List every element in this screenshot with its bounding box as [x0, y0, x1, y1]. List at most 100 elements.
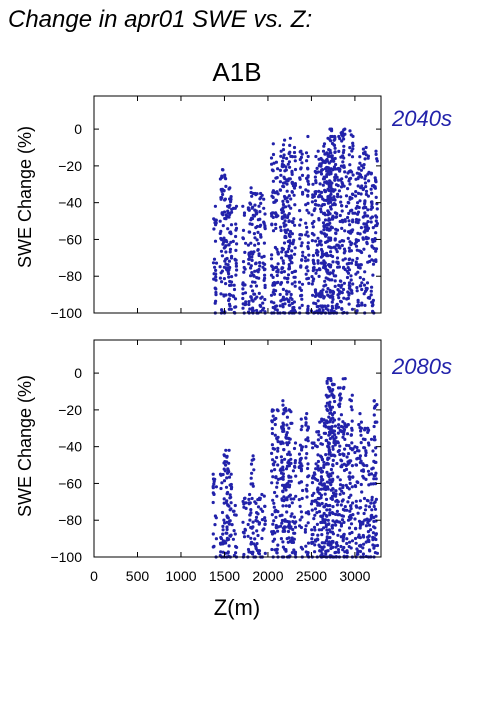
data-point [323, 492, 327, 496]
data-point [339, 200, 343, 204]
data-point [317, 468, 321, 472]
data-point [338, 279, 342, 283]
data-point [292, 308, 297, 312]
data-point [314, 467, 318, 471]
data-point [374, 149, 378, 153]
data-point [211, 484, 215, 489]
data-point [271, 275, 275, 279]
data-point [292, 515, 296, 519]
data-point [358, 266, 362, 270]
data-point [320, 533, 324, 537]
data-point [333, 156, 337, 161]
data-point [310, 541, 314, 546]
data-point [336, 441, 340, 445]
data-point [276, 280, 280, 284]
data-point [321, 547, 325, 551]
data-point [335, 461, 339, 466]
data-point [270, 443, 274, 447]
data-point [223, 460, 227, 464]
data-point [287, 485, 291, 489]
data-point [292, 537, 296, 541]
data-point [271, 179, 275, 183]
data-point [354, 217, 359, 222]
data-point [305, 452, 309, 456]
data-point [367, 179, 371, 183]
y-tick-label: 0 [74, 121, 82, 137]
data-point [337, 245, 341, 250]
data-point [281, 199, 285, 203]
data-point [212, 479, 216, 484]
data-point [227, 475, 232, 479]
data-point [329, 467, 333, 472]
data-point [331, 393, 335, 397]
data-point [334, 499, 338, 503]
data-point [338, 169, 342, 173]
data-point [304, 233, 308, 237]
data-point [369, 437, 374, 441]
data-point [360, 301, 364, 305]
data-point [274, 526, 278, 530]
data-point [286, 280, 290, 284]
data-point [341, 425, 345, 429]
data-point [251, 289, 255, 293]
data-point [349, 249, 353, 253]
data-point [300, 515, 304, 519]
data-point [250, 458, 254, 462]
data-point [331, 545, 335, 550]
data-point [321, 308, 325, 312]
data-point [350, 291, 354, 295]
data-point [219, 249, 224, 253]
data-point [330, 156, 334, 160]
data-point [278, 225, 283, 229]
data-point [313, 550, 317, 554]
data-point [298, 524, 302, 528]
data-point [290, 180, 294, 184]
data-point [357, 205, 361, 210]
data-point [343, 505, 347, 509]
data-point [325, 180, 329, 184]
data-point [286, 228, 290, 232]
data-point [346, 215, 350, 220]
data-point [263, 504, 267, 508]
data-point [335, 509, 339, 513]
data-point [326, 531, 330, 535]
data-point [331, 254, 335, 259]
data-point [334, 306, 338, 310]
data-point [298, 237, 302, 241]
data-point [346, 187, 350, 191]
data-point [260, 193, 264, 197]
data-point [313, 472, 317, 476]
data-point [311, 532, 315, 537]
data-point [364, 524, 368, 528]
data-point [337, 550, 341, 554]
data-point [366, 499, 370, 503]
data-point [335, 256, 340, 260]
data-point [347, 526, 352, 530]
data-point [362, 277, 366, 281]
data-point [286, 461, 290, 465]
data-point [289, 497, 293, 501]
data-point [348, 129, 352, 133]
data-point [229, 495, 233, 499]
data-point [276, 449, 280, 453]
data-point [229, 232, 233, 236]
data-point [273, 531, 277, 535]
data-point [331, 477, 335, 481]
data-point [306, 462, 310, 466]
data-point [324, 525, 328, 529]
data-point [374, 231, 378, 235]
data-point [328, 194, 332, 198]
data-point [331, 292, 335, 296]
data-point [311, 441, 315, 445]
data-point [346, 452, 351, 456]
data-point [225, 492, 229, 496]
data-point [342, 491, 346, 495]
data-point [271, 458, 275, 462]
data-point [282, 495, 286, 499]
data-point [211, 500, 215, 505]
data-point [262, 278, 266, 282]
data-point [305, 176, 309, 180]
data-point [229, 482, 233, 487]
data-point [309, 502, 314, 506]
